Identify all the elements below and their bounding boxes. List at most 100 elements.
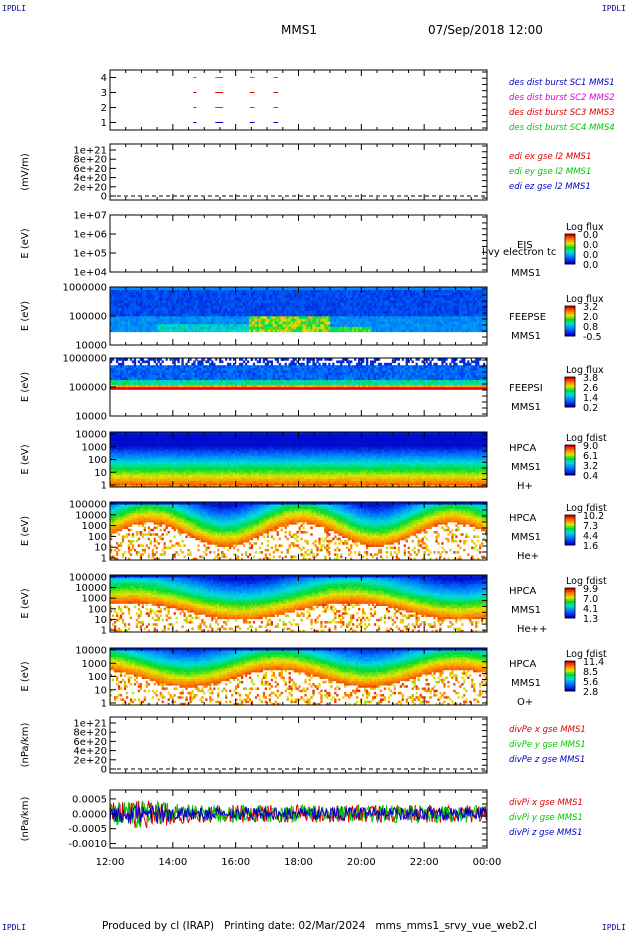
spectrogram-cell bbox=[145, 326, 148, 330]
spectrogram-cell bbox=[455, 305, 458, 309]
spectrogram-cell bbox=[177, 289, 180, 293]
legend-entry: des dist burst SC3 MMS3 bbox=[509, 108, 615, 118]
spectrogram-cell bbox=[185, 323, 188, 327]
spectrogram-cell bbox=[288, 382, 291, 385]
spectrogram-cell bbox=[324, 292, 327, 296]
spectrogram-cell bbox=[227, 305, 230, 309]
spectrogram-cell bbox=[304, 294, 307, 298]
spectrogram-cell bbox=[429, 294, 432, 298]
spectrogram-cell bbox=[270, 294, 274, 298]
spectrogram-cell bbox=[147, 308, 150, 312]
spectrogram-cell bbox=[147, 326, 150, 330]
spectrogram-cell bbox=[417, 289, 420, 293]
spectrogram-cell bbox=[405, 316, 408, 319]
spectrogram-cell bbox=[467, 323, 470, 327]
spectrogram-cell bbox=[453, 310, 456, 314]
spacecraft-label: MMS1 bbox=[511, 268, 541, 279]
spectrogram-cell bbox=[191, 302, 194, 306]
spectrogram-cell bbox=[129, 367, 133, 371]
spectrogram-cell bbox=[387, 297, 391, 301]
spectrogram-cell bbox=[211, 360, 214, 364]
spectrogram-cell bbox=[459, 292, 462, 296]
spectrogram-cell bbox=[115, 310, 119, 314]
spectrogram-cell bbox=[425, 302, 428, 306]
spectrogram-cell bbox=[344, 318, 347, 322]
spectrogram-cell bbox=[159, 379, 162, 383]
spectrogram-cell bbox=[381, 297, 385, 301]
spectrogram-cell bbox=[385, 292, 389, 296]
spectrogram-cell bbox=[266, 360, 270, 364]
colorbar-swatch bbox=[565, 312, 575, 316]
spectrogram-cell bbox=[229, 387, 232, 390]
spectrogram-cell bbox=[141, 318, 145, 322]
spectrogram-cell bbox=[342, 289, 345, 293]
spectrogram-cell bbox=[282, 308, 285, 312]
spectrogram-cell bbox=[391, 305, 395, 309]
spectrogram-cell bbox=[280, 372, 283, 376]
spectrogram-cell bbox=[268, 329, 272, 333]
spectrogram-cell bbox=[187, 377, 190, 381]
spectrogram-cell bbox=[266, 374, 270, 378]
spectrogram-cell bbox=[147, 302, 150, 306]
colorbar-frame bbox=[564, 305, 576, 337]
spectrogram-cell bbox=[231, 384, 234, 388]
spectrogram-cell bbox=[306, 387, 309, 390]
spectrogram-cell bbox=[191, 372, 194, 376]
spectrogram-cell bbox=[365, 294, 369, 298]
spectrogram-cell bbox=[417, 292, 420, 296]
spectrogram-cell bbox=[350, 287, 353, 290]
spectrogram-cell bbox=[209, 313, 212, 317]
spectrogram-cell bbox=[233, 379, 236, 383]
spectrogram-cell bbox=[455, 329, 458, 333]
spectrogram-cell bbox=[236, 367, 240, 371]
spectrogram-cell bbox=[250, 379, 254, 383]
spectrogram-cell bbox=[294, 292, 297, 296]
spectrogram-cell bbox=[425, 329, 428, 333]
spectrogram-cell bbox=[272, 377, 275, 381]
spectrogram-cell bbox=[117, 294, 121, 298]
spectrogram-cell bbox=[377, 305, 381, 309]
spectrogram-cell bbox=[342, 384, 345, 388]
spectrogram-cell bbox=[264, 362, 268, 366]
spectrogram-cell bbox=[475, 287, 478, 290]
spectrogram-cell bbox=[139, 384, 143, 388]
spectrogram-cell bbox=[238, 308, 242, 312]
spectrogram-cell bbox=[250, 370, 254, 373]
spectrogram-cell bbox=[445, 326, 448, 330]
spectrogram-cell bbox=[375, 323, 379, 327]
spectrogram-cell bbox=[433, 294, 436, 298]
spectrogram-cell bbox=[119, 294, 123, 298]
spectrogram-cell bbox=[399, 305, 402, 309]
spectrogram-cell bbox=[306, 308, 309, 312]
spectrogram-cell bbox=[260, 365, 264, 368]
spectrogram-cell bbox=[167, 374, 170, 378]
spectrogram-cell bbox=[213, 326, 216, 330]
spectrogram-cell bbox=[127, 310, 131, 314]
spectrogram-cell bbox=[352, 321, 355, 325]
spectrogram-cell bbox=[361, 310, 365, 314]
spectrogram-cell bbox=[149, 308, 152, 312]
spectrogram-cell bbox=[483, 313, 486, 317]
spectrogram-cell bbox=[411, 289, 414, 293]
spectrogram-cell bbox=[463, 287, 466, 290]
spectrogram-cell bbox=[369, 318, 373, 322]
spectrogram-cell bbox=[401, 287, 404, 290]
spectrogram-cell bbox=[248, 365, 252, 368]
spectrogram-cell bbox=[461, 326, 464, 330]
spectrogram-cell bbox=[395, 292, 399, 296]
spectrogram-cell bbox=[181, 387, 184, 390]
spectrogram-cell bbox=[231, 379, 234, 383]
spectrogram-cell bbox=[282, 379, 285, 383]
spectrogram-cell bbox=[187, 374, 190, 378]
spectrogram-cell bbox=[171, 372, 174, 376]
spectrogram-cell bbox=[350, 321, 353, 325]
spectrogram-cell bbox=[264, 379, 268, 383]
spectrogram-cell bbox=[223, 372, 226, 376]
spectrogram-cell bbox=[143, 302, 147, 306]
spectrogram-cell bbox=[365, 308, 369, 312]
spectrogram-cell bbox=[221, 287, 224, 290]
spectrogram-cell bbox=[363, 292, 367, 296]
spectrogram-cell bbox=[449, 287, 452, 290]
spectrogram-cell bbox=[125, 297, 129, 301]
spectrogram-cell bbox=[304, 379, 307, 383]
